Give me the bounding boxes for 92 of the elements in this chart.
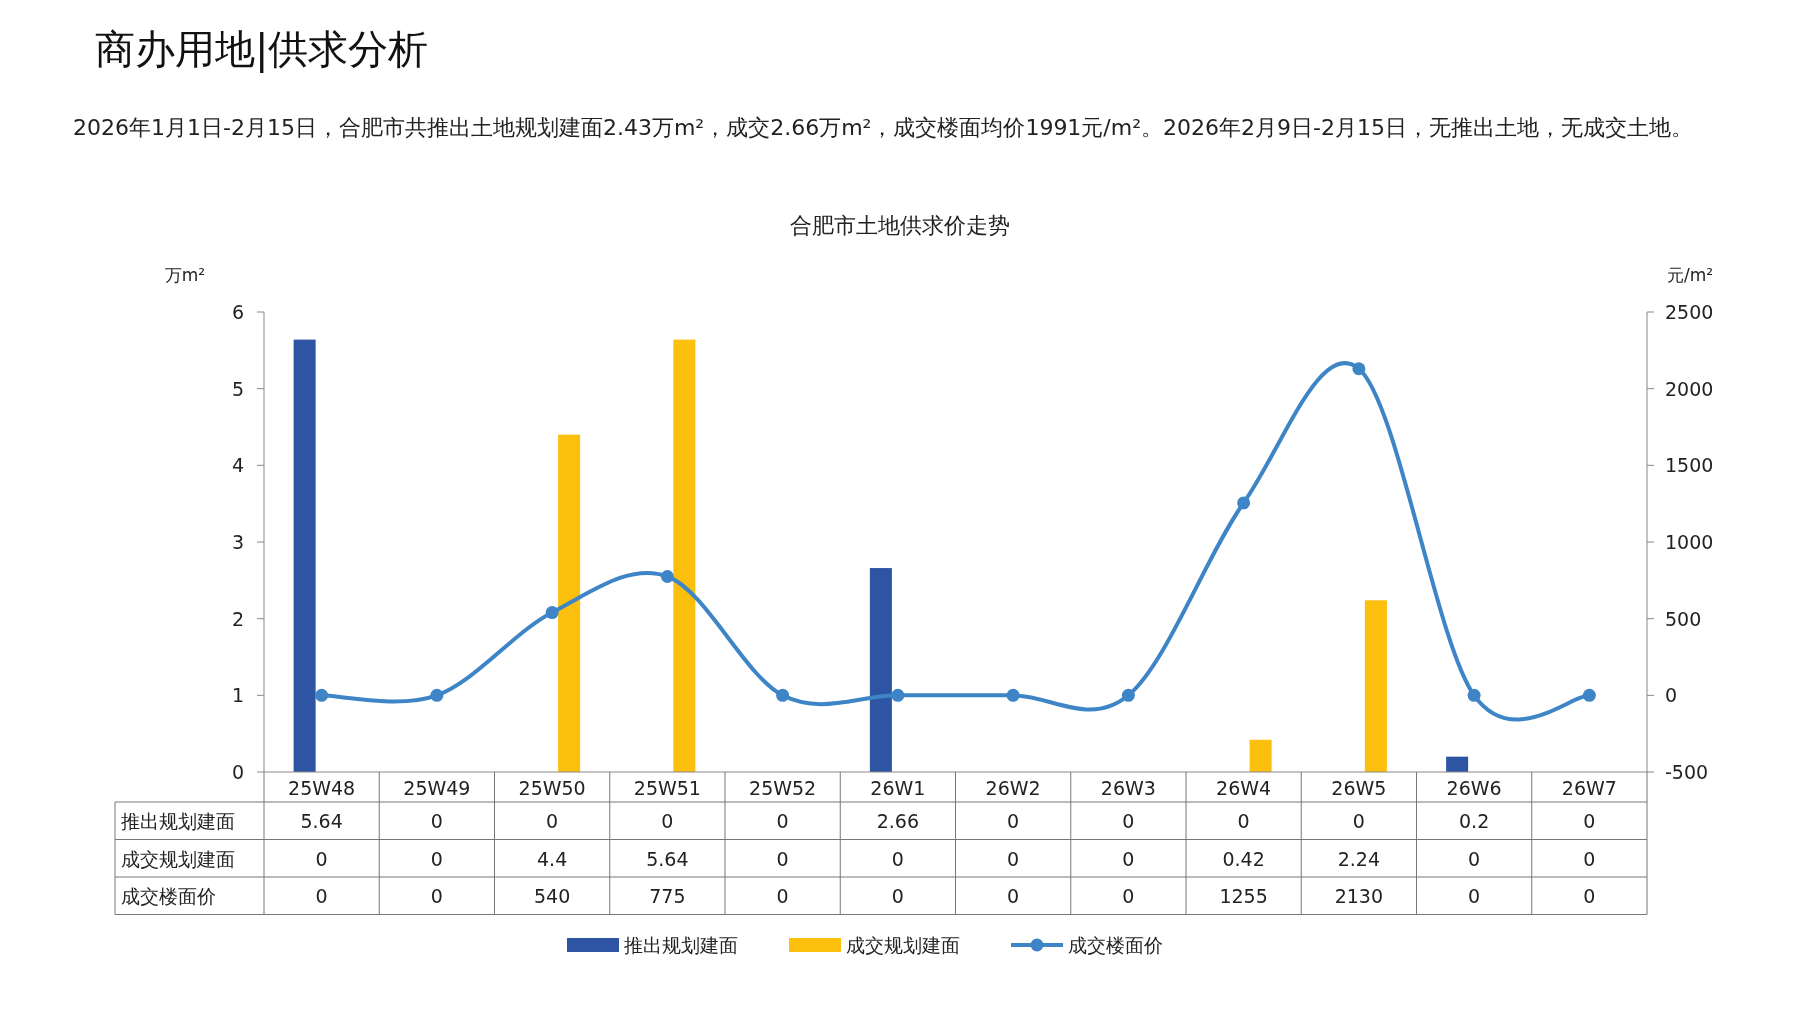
data-label: 0 [1583, 810, 1596, 832]
point [1467, 688, 1481, 702]
data-label: 0 [1583, 885, 1596, 907]
bar [1446, 756, 1469, 772]
data-label: 0 [1122, 885, 1135, 907]
point [1006, 688, 1020, 702]
legend-label: 成交规划建面 [846, 934, 960, 956]
data-label: 0 [891, 847, 904, 870]
y2-tick-label: 2500 [1665, 301, 1714, 323]
y2-tick-label: 0 [1665, 684, 1678, 707]
data-label: 0 [1237, 810, 1250, 832]
data-label: 0 [1007, 810, 1020, 832]
x-tick-label: 26W4 [1216, 777, 1272, 799]
point [315, 688, 329, 702]
point [545, 606, 559, 620]
text: 推出规划建面 [121, 810, 235, 832]
text: 成交规划建面 [121, 847, 235, 870]
data-label: 5.64 [646, 847, 689, 870]
data-label: 2130 [1334, 885, 1384, 907]
data-label: 775 [649, 885, 686, 907]
text: 成交楼面价 [121, 885, 216, 907]
x-tick-label: 26W1 [870, 777, 926, 799]
data-label: 0 [430, 810, 443, 832]
data-label: 0 [1007, 847, 1020, 870]
bar [558, 434, 581, 772]
data-label: 0 [1352, 810, 1365, 832]
y2-tick-label: 500 [1665, 607, 1702, 630]
x-tick-label: 26W6 [1446, 777, 1502, 799]
data-label: 0 [430, 847, 443, 870]
point [1582, 688, 1596, 702]
point [776, 688, 790, 702]
data-label: 2.24 [1337, 847, 1381, 870]
data-label: 0 [1122, 847, 1135, 870]
data-label: 0 [1007, 885, 1020, 907]
legend-label: 推出规划建面 [624, 934, 738, 956]
y2-tick-label: 2000 [1665, 377, 1714, 400]
data-label: 5.64 [300, 810, 343, 832]
data-label: 1255 [1219, 885, 1268, 907]
data-label: 0 [1583, 847, 1596, 870]
data-label: 0 [315, 847, 328, 870]
data-label: 540 [533, 885, 571, 907]
data-label: 0 [1468, 885, 1481, 907]
data-label: 0 [891, 885, 904, 907]
y2-axis-title: 元/m² [1666, 265, 1714, 285]
data-label: 0 [315, 885, 328, 907]
data-label: 0 [776, 847, 789, 870]
y-tick-label: 2 [231, 607, 244, 630]
y2-tick-label: 1500 [1665, 454, 1714, 477]
data-label: 0 [1122, 810, 1135, 832]
x-tick-label: 26W7 [1561, 777, 1617, 799]
text: 2026年1月1日-2月15日，合肥市共推出土地规划建面2.43万m²，成交2.66万m²，成交楼面均价1991元/m²。2026年2月9日-2月15日，无推出土地，无成交土地。 [73, 114, 1694, 142]
x-tick-label: 25W51 [633, 777, 701, 799]
y-tick-label: 3 [231, 531, 244, 553]
y-tick-label: 1 [231, 684, 244, 707]
y-tick-label: 4 [231, 454, 244, 477]
data-label: 0 [776, 885, 789, 907]
y-tick-label: 0 [231, 761, 244, 783]
y2-tick-label: -500 [1665, 761, 1709, 783]
point [660, 570, 674, 583]
data-label: 0 [661, 810, 674, 832]
x-tick-label: 25W48 [288, 777, 356, 799]
data-label: 0 [1468, 847, 1481, 870]
chart-title: 商办用地|供求分析 [95, 25, 429, 75]
bar [1249, 739, 1272, 772]
point [1237, 496, 1251, 510]
x-tick-label: 26W3 [1100, 777, 1156, 799]
point [1121, 688, 1135, 702]
x-tick-label: 25W49 [403, 777, 471, 799]
x-tick-label: 26W2 [985, 777, 1041, 799]
point [1352, 362, 1366, 376]
data-label: 0 [776, 810, 789, 832]
data-label: 0 [546, 810, 559, 832]
bar [293, 339, 316, 772]
y-axis-title: 万m² [164, 265, 206, 285]
point [430, 688, 444, 702]
y-tick-label: 6 [231, 301, 244, 323]
data-label: 4.4 [537, 847, 568, 870]
x-tick-label: 26W5 [1331, 777, 1387, 799]
data-label: 2.66 [876, 810, 920, 832]
y2-tick-label: 1000 [1665, 531, 1714, 553]
point [891, 688, 905, 702]
y-tick-label: 5 [231, 377, 244, 400]
x-tick-label: 25W50 [518, 777, 586, 799]
bar [869, 568, 892, 772]
x-tick-label: 25W52 [749, 777, 817, 799]
data-label: 0 [430, 885, 443, 907]
chart-subtitle: 合肥市土地供求价走势 [790, 213, 1010, 238]
data-label: 0.42 [1222, 847, 1265, 870]
legend-label: 成交楼面价 [1068, 934, 1163, 956]
data-label: 0.2 [1459, 810, 1490, 832]
bar [673, 339, 696, 772]
bar [1364, 600, 1387, 772]
